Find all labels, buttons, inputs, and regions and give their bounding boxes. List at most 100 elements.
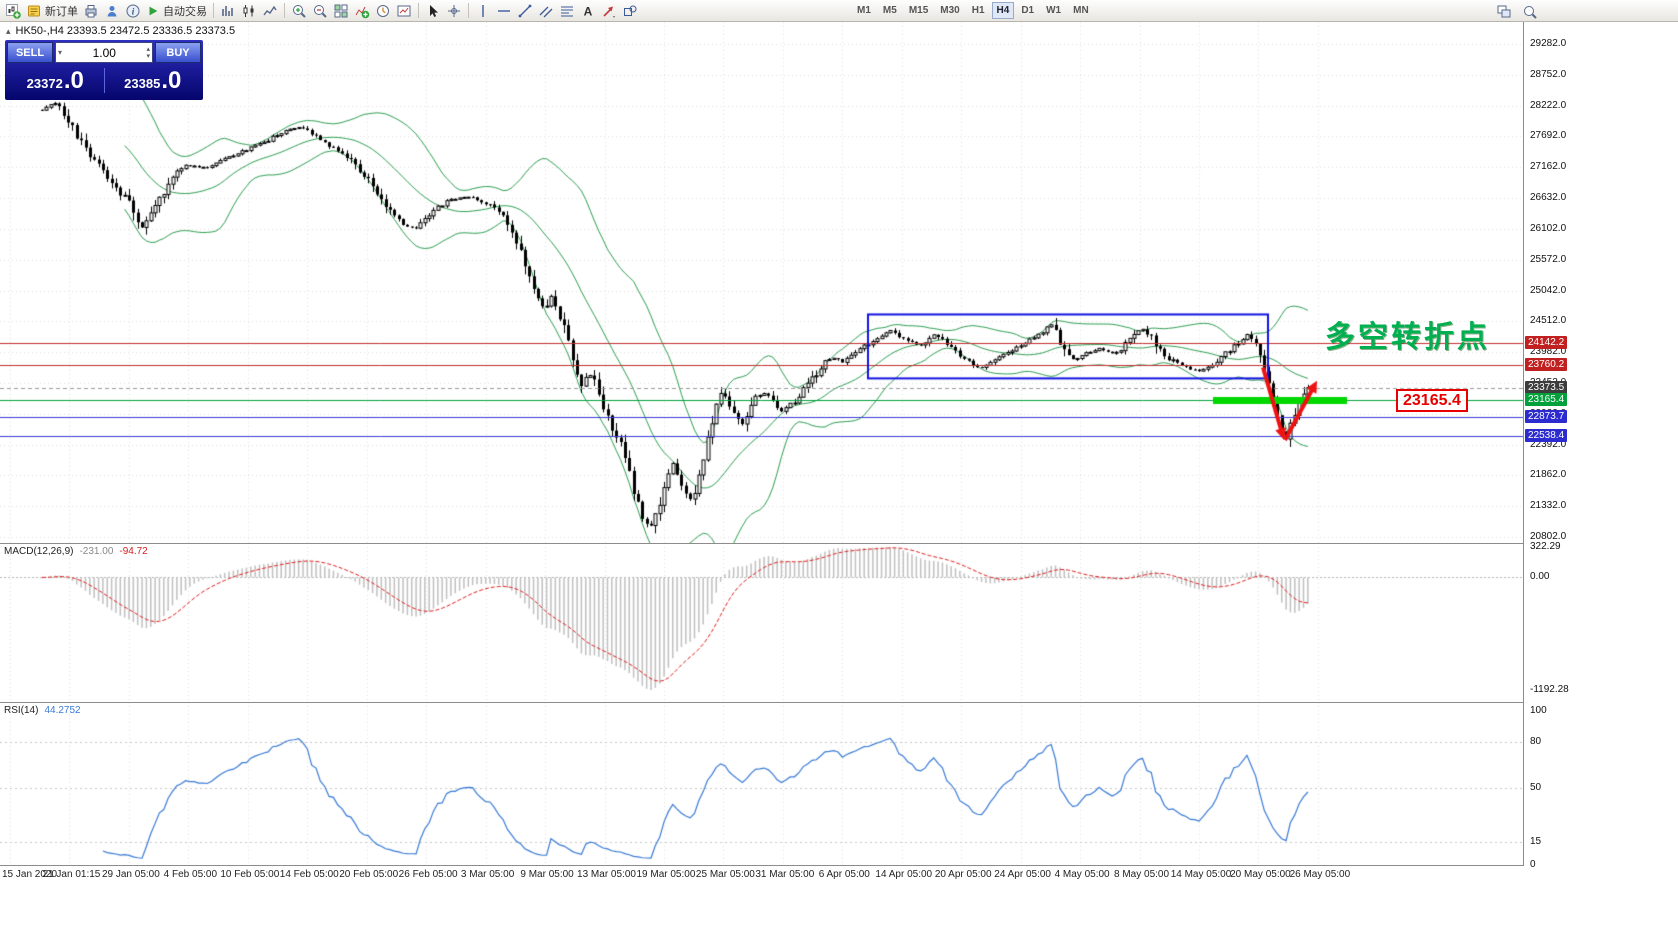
time-axis-label: 8 May 05:00 [1114,869,1170,880]
vertical-line-icon[interactable] [473,1,493,21]
toolbar-separator [213,3,214,18]
buy-price: 23385.0 [124,66,182,94]
time-axis-label: 9 Mar 05:00 [520,869,574,880]
timeframe-button[interactable]: W1 [1041,2,1066,19]
tile-windows-icon[interactable] [331,1,351,21]
timeframe-button[interactable]: M15 [904,2,933,19]
time-axis-label: 24 Apr 05:00 [994,869,1051,880]
macd-indicator-label: MACD(12,26,9) -231.00 -94.72 [4,546,148,557]
volume-field[interactable]: ▾ ▴▾ [55,42,153,63]
zoom-in-icon[interactable] [289,1,309,21]
fibonacci-icon[interactable] [557,1,577,21]
timeframe-button[interactable]: H4 [991,2,1015,19]
price-tag: 24142.2 [1525,336,1568,349]
one-click-collapse-icon[interactable]: ▴ [6,25,11,36]
profile-icon[interactable] [102,1,122,21]
volume-down-icon[interactable]: ▾ [146,52,150,60]
period-icon[interactable] [373,1,393,21]
time-axis-label: 26 May 05:00 [1289,869,1351,880]
rsi-indicator-label: RSI(14) 44.2752 [4,705,81,716]
bar-chart-icon[interactable] [218,1,238,21]
time-axis[interactable]: 15 Jan 2020 21 Jan 01:15 29 Jan 05:00 4 Feb… [0,866,1523,884]
timeframe-button[interactable]: M30 [935,2,964,19]
timeframe-button[interactable]: MN [1068,2,1094,19]
time-axis-label: 20 Feb 05:00 [339,869,399,880]
new-order-button[interactable]: 新订单 [24,1,80,21]
trendline-icon[interactable] [515,1,535,21]
price-axis[interactable]: 29282.0 28752.0 28222.0 27692.0 27162.0 26632… [1524,0,1678,946]
crosshair-icon[interactable] [444,1,464,21]
toolbar-separator [418,3,419,18]
sell-button[interactable]: SELL [7,42,53,63]
macd-scale-min: -1192.28 [1530,684,1569,695]
price-tag: 23165.4 [1525,393,1568,406]
time-axis-label: 4 Feb 05:00 [163,869,218,880]
time-axis-label: 14 May 05:00 [1170,869,1232,880]
chart-title-text: HK50-,H4 23393.5 23472.5 23336.5 23373.5 [15,25,236,37]
timeframe-button[interactable]: M1 [852,2,876,19]
turning-point-annotation: 多空转折点 [1325,321,1490,354]
toolbar-right-group [1494,2,1540,22]
time-axis-label: 25 Mar 05:00 [695,869,755,880]
pane-separator[interactable] [0,702,1678,703]
price-axis-tick: 24512.0 [1530,315,1567,326]
svg-text:i: i [132,6,135,16]
price-tag: 22538.4 [1525,429,1568,442]
templates-icon[interactable] [394,1,414,21]
toolbar-separator [284,3,285,18]
time-axis-label: 29 Jan 05:00 [101,869,160,880]
pane-separator[interactable] [0,543,1678,544]
rsi-pane-canvas[interactable] [0,702,1523,865]
macd-pane-canvas[interactable] [0,543,1523,702]
new-chart-icon[interactable] [3,1,23,21]
shapes-icon[interactable] [620,1,640,21]
volume-input[interactable] [64,45,145,60]
price-axis-tick: 20802.0 [1530,531,1567,542]
time-axis-label: 19 Mar 05:00 [636,869,696,880]
axis-border [1523,22,1524,866]
price-axis-tick: 25572.0 [1530,254,1567,265]
rsi-scale-level: 15 [1530,836,1542,847]
cursor-icon[interactable] [423,1,443,21]
horizontal-line-icon[interactable] [494,1,514,21]
candlestick-chart-icon[interactable] [239,1,259,21]
print-icon[interactable] [81,1,101,21]
time-axis-label: 26 Feb 05:00 [398,869,458,880]
info-icon[interactable]: i [123,1,143,21]
price-tag: 23373.5 [1525,381,1568,394]
time-axis-label: 31 Mar 05:00 [755,869,815,880]
price-axis-tick: 21332.0 [1530,500,1567,511]
indicators-icon[interactable] [352,1,372,21]
volume-up-icon[interactable]: ▴ [146,45,150,53]
volume-dropdown-icon[interactable]: ▾ [58,48,63,57]
chart-title-ohlc: ▴ HK50-,H4 23393.5 23472.5 23336.5 23373… [6,25,235,37]
time-axis-label: 3 Mar 05:00 [460,869,515,880]
macd-scale-zero: 0.00 [1530,571,1550,582]
price-tag: 23760.2 [1525,358,1568,371]
price-axis-tick: 27162.0 [1530,161,1567,172]
time-axis-label: 4 May 05:00 [1054,869,1110,880]
auto-trading-label: 自动交易 [163,5,207,18]
text-icon[interactable]: A [578,1,598,21]
buy-button[interactable]: BUY [155,42,201,63]
price-axis-tick: 26102.0 [1530,223,1567,234]
sell-price: 23372.0 [26,66,84,94]
zoom-out-icon[interactable] [310,1,330,21]
one-click-trading-panel: SELL ▾ ▴▾ BUY 23372.0 23385.0 [5,40,203,100]
timeframe-button[interactable]: M5 [878,2,902,19]
timeframe-button[interactable]: D1 [1016,2,1039,19]
time-axis-label: 14 Feb 05:00 [279,869,339,880]
cascade-windows-icon[interactable] [1494,2,1514,22]
macd-scale-max: 322.29 [1530,541,1561,552]
search-icon[interactable] [1520,2,1540,22]
channel-icon[interactable] [536,1,556,21]
price-callout-label: 23165.4 [1396,389,1468,412]
auto-trading-button[interactable]: 自动交易 [144,1,209,21]
line-chart-icon[interactable] [260,1,280,21]
timeframe-button[interactable]: H1 [967,2,990,19]
main-chart-canvas[interactable] [0,22,1523,543]
arrow-tool-icon[interactable] [599,1,619,21]
price-divider [103,68,105,93]
new-order-label: 新订单 [45,5,78,18]
time-axis-label: 20 Apr 05:00 [934,869,992,880]
